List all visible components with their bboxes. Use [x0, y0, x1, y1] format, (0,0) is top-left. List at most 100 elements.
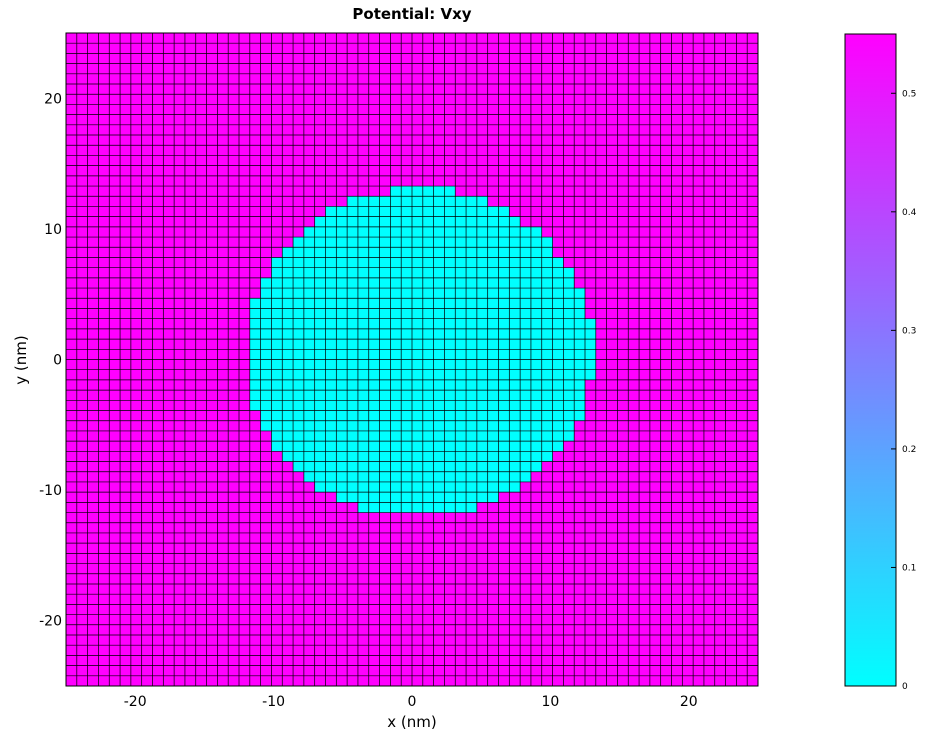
heatmap-cell — [520, 247, 531, 258]
heatmap-cell — [444, 216, 456, 227]
heatmap-cell — [390, 430, 402, 442]
heatmap-cell — [303, 390, 315, 401]
heatmap-cell — [433, 430, 445, 442]
heatmap-cell — [412, 277, 423, 289]
heatmap-cell — [476, 257, 488, 268]
heatmap-cell — [357, 461, 369, 472]
heatmap-cell — [303, 308, 315, 319]
heatmap-cell — [412, 451, 423, 462]
heatmap-cell — [401, 257, 412, 268]
heatmap-cell — [347, 471, 358, 482]
heatmap-cell — [325, 298, 337, 309]
colorbar-tick-label: 0.1 — [902, 563, 916, 573]
heatmap-cell — [390, 196, 402, 207]
heatmap-cell — [271, 339, 283, 350]
heatmap-cell — [509, 288, 521, 299]
heatmap-cell — [401, 430, 412, 442]
heatmap-cell — [336, 226, 348, 238]
heatmap-cell — [433, 257, 445, 268]
heatmap-cell — [455, 277, 467, 289]
heatmap-cell — [271, 441, 283, 452]
heatmap-cell — [476, 492, 488, 503]
heatmap-cell — [368, 288, 380, 299]
heatmap-cell — [509, 369, 521, 380]
heatmap-cell — [433, 451, 445, 462]
colorbar-gradient — [844, 33, 897, 687]
heatmap-cell — [466, 502, 477, 513]
heatmap-cell — [552, 400, 564, 411]
heatmap-cell — [563, 308, 575, 319]
heatmap-cell — [541, 410, 553, 421]
heatmap-cell — [282, 410, 294, 421]
heatmap-cell — [368, 349, 380, 360]
heatmap-cell — [347, 196, 358, 207]
heatmap-cell — [422, 502, 434, 513]
heatmap-cell — [282, 379, 294, 391]
heatmap-cell — [379, 196, 391, 207]
heatmap-cell — [455, 390, 467, 401]
heatmap-cell — [541, 298, 553, 309]
heatmap-cell — [444, 206, 456, 217]
heatmap-cell — [379, 237, 391, 248]
heatmap-cell — [509, 308, 521, 319]
heatmap-cell — [563, 420, 575, 431]
heatmap-cell — [347, 318, 358, 329]
heatmap-cell — [541, 237, 553, 248]
heatmap-cell — [476, 267, 488, 278]
heatmap-cell — [444, 400, 456, 411]
heatmap-cell — [433, 298, 445, 309]
heatmap-cell — [368, 379, 380, 391]
heatmap-cell — [422, 471, 434, 482]
heatmap-cell — [401, 471, 412, 482]
heatmap-cell — [379, 298, 391, 309]
heatmap-plot — [65, 32, 759, 687]
heatmap-cell — [282, 339, 294, 350]
heatmap-cell — [552, 308, 564, 319]
heatmap-cell — [520, 288, 531, 299]
heatmap-cell — [336, 288, 348, 299]
heatmap-cell — [476, 410, 488, 421]
heatmap-cell — [422, 390, 434, 401]
heatmap-cell — [487, 369, 499, 380]
heatmap-cell — [336, 339, 348, 350]
heatmap-cell — [530, 369, 542, 380]
heatmap-cell — [390, 186, 402, 197]
heatmap-cell — [563, 298, 575, 309]
heatmap-cell — [487, 298, 499, 309]
heatmap-cell — [401, 390, 412, 401]
heatmap-cell — [282, 451, 294, 462]
heatmap-cell — [325, 471, 337, 482]
heatmap-cell — [509, 390, 521, 401]
heatmap-cell — [552, 277, 564, 289]
heatmap-cell — [347, 298, 358, 309]
heatmap-cell — [379, 349, 391, 360]
heatmap-cell — [487, 430, 499, 442]
heatmap-cell — [509, 226, 521, 238]
heatmap-cell — [401, 400, 412, 411]
heatmap-cell — [357, 237, 369, 248]
heatmap-cell — [509, 277, 521, 289]
heatmap-cell — [574, 339, 585, 350]
heatmap-cell — [314, 288, 326, 299]
heatmap-cell — [455, 400, 467, 411]
heatmap-cell — [563, 430, 575, 442]
heatmap-cell — [293, 349, 304, 360]
heatmap-cell — [347, 339, 358, 350]
heatmap-cell — [433, 390, 445, 401]
heatmap-cell — [444, 410, 456, 421]
heatmap-cell — [401, 237, 412, 248]
heatmap-cell — [476, 237, 488, 248]
heatmap-cell — [422, 451, 434, 462]
heatmap-cell — [260, 277, 272, 289]
heatmap-cell — [476, 390, 488, 401]
heatmap-cell — [433, 328, 445, 340]
heatmap-cell — [552, 318, 564, 329]
heatmap-cell — [357, 420, 369, 431]
heatmap-cell — [498, 349, 510, 360]
heatmap-cell — [379, 216, 391, 227]
heatmap-cell — [433, 277, 445, 289]
heatmap-cell — [498, 471, 510, 482]
heatmap-cell — [368, 420, 380, 431]
heatmap-cell — [390, 288, 402, 299]
heatmap-cell — [336, 216, 348, 227]
